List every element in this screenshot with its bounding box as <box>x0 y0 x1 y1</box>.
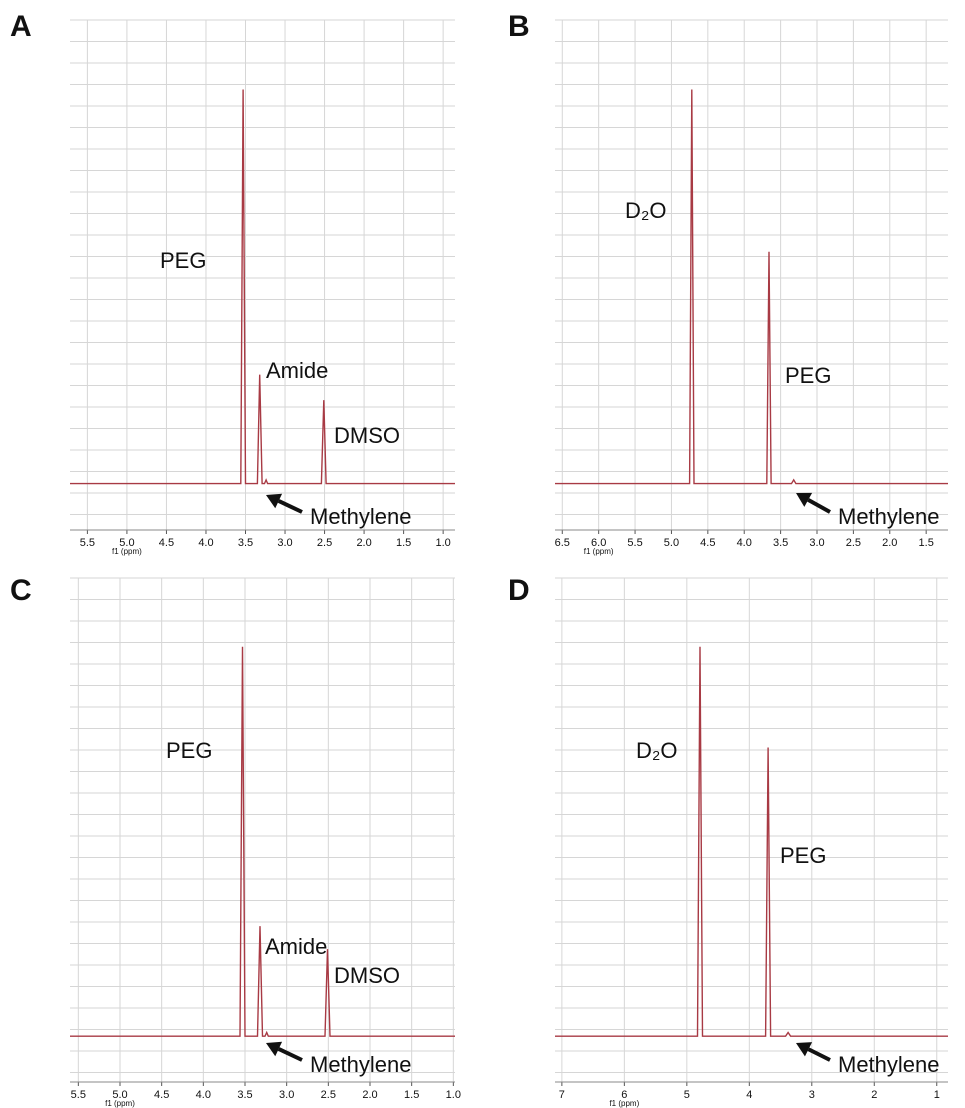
x-tick-label: 5.5 <box>71 1089 86 1101</box>
x-tick-label: 5.5 <box>80 537 95 549</box>
x-tick-label: 5.0 <box>664 537 679 549</box>
x-tick-label: 2.5 <box>321 1089 336 1101</box>
annotation: Amide <box>265 934 327 959</box>
x-tick-label: 4 <box>746 1089 752 1101</box>
x-tick-label: 4.5 <box>154 1089 169 1101</box>
x-tick-label: 1.0 <box>435 537 450 549</box>
arrow-shaft <box>277 1047 303 1062</box>
x-tick-label: 4.0 <box>737 537 752 549</box>
panel-label: A <box>10 10 32 43</box>
annotation: PEG <box>166 738 212 763</box>
x-tick-label: 3 <box>809 1089 815 1101</box>
spectrum-line <box>70 646 455 1037</box>
annotation: Amide <box>266 358 328 383</box>
x-tick-label: 2 <box>871 1089 877 1101</box>
arrow-head <box>266 1041 283 1057</box>
x-tick-label: 3.5 <box>238 537 253 549</box>
arrow-shaft <box>277 499 303 514</box>
x-tick-label: 4.0 <box>196 1089 211 1101</box>
x-tick-label: 7 <box>559 1089 565 1101</box>
panel-label: C <box>10 574 32 607</box>
annotation: D₂O <box>625 198 667 223</box>
x-tick-label: 5 <box>684 1089 690 1101</box>
x-tick-label: 5.0 <box>112 1089 127 1101</box>
x-axis-label: f1 (ppm) <box>105 1099 135 1108</box>
x-tick-label: 2.5 <box>317 537 332 549</box>
annotation: Methylene <box>310 504 412 529</box>
annotation: Methylene <box>310 1052 412 1077</box>
x-tick-label: 1.5 <box>396 537 411 549</box>
x-axis-label: f1 (ppm) <box>112 547 142 556</box>
arrow-head <box>266 493 283 509</box>
arrow-head <box>796 1042 813 1057</box>
x-tick-label: 2.0 <box>362 1089 377 1101</box>
x-tick-label: 5.5 <box>627 537 642 549</box>
arrow-head <box>796 492 813 507</box>
panel-label: B <box>508 10 530 43</box>
x-tick-label: 6.0 <box>591 537 606 549</box>
x-tick-label: 3.0 <box>279 1089 294 1101</box>
panel-label: D <box>508 574 530 607</box>
x-tick-label: 4.5 <box>700 537 715 549</box>
x-axis-label: f1 (ppm) <box>584 547 614 556</box>
x-tick-label: 6 <box>621 1089 627 1101</box>
annotation: DMSO <box>334 963 400 988</box>
x-tick-label: 1.5 <box>404 1089 419 1101</box>
spectrum-line <box>555 646 948 1037</box>
spectrum-line <box>70 89 455 485</box>
x-tick-label: 5.0 <box>119 537 134 549</box>
annotation: PEG <box>785 363 831 388</box>
annotation: DMSO <box>334 423 400 448</box>
x-tick-label: 3.5 <box>773 537 788 549</box>
arrow-shaft <box>807 1047 831 1062</box>
x-tick-label: 3.0 <box>277 537 292 549</box>
x-tick-label: 3.0 <box>809 537 824 549</box>
annotation: PEG <box>780 843 826 868</box>
arrow-shaft <box>807 498 831 514</box>
x-tick-label: 1.0 <box>446 1089 461 1101</box>
x-axis-label: f1 (ppm) <box>609 1099 639 1108</box>
x-tick-label: 6.5 <box>555 537 570 549</box>
x-tick-label: 1.5 <box>919 537 934 549</box>
spectrum-line <box>555 89 948 485</box>
x-tick-label: 1 <box>934 1089 940 1101</box>
annotation: D₂O <box>636 738 678 763</box>
x-tick-label: 4.5 <box>159 537 174 549</box>
annotation: Methylene <box>838 1052 940 1077</box>
annotation: PEG <box>160 248 206 273</box>
x-tick-label: 4.0 <box>198 537 213 549</box>
x-tick-label: 2.0 <box>882 537 897 549</box>
x-tick-label: 2.0 <box>356 537 371 549</box>
x-tick-label: 3.5 <box>237 1089 252 1101</box>
annotation: Methylene <box>838 504 940 529</box>
x-tick-label: 2.5 <box>846 537 861 549</box>
